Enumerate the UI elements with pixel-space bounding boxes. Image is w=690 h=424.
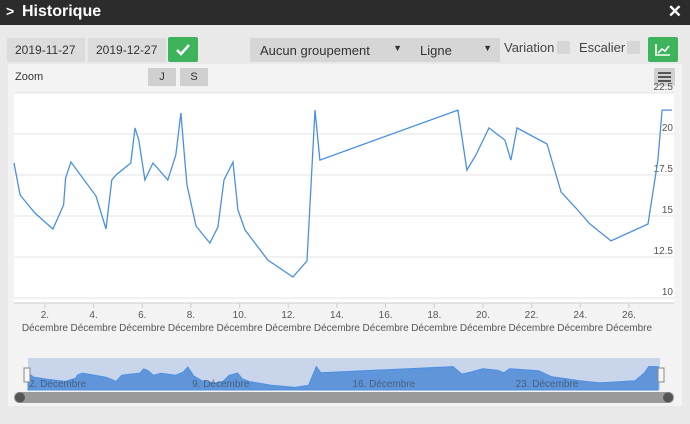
scroll-left[interactable]: [15, 392, 25, 403]
x-tick-label: 20.: [476, 310, 490, 321]
x-tick-sublabel: Décembre: [509, 323, 556, 334]
y-tick-label: 20: [662, 123, 674, 134]
collapse-icon[interactable]: >: [6, 3, 15, 19]
header: > Historique ✕: [0, 0, 690, 25]
y-tick-label: 15: [662, 205, 674, 216]
header-title: Historique: [22, 3, 102, 20]
plot-area: [14, 93, 674, 303]
x-tick-sublabel: Décembre: [606, 323, 653, 334]
style-value: Ligne: [420, 43, 452, 58]
y-tick-label: 10: [662, 287, 674, 298]
zoom-day-button[interactable]: [148, 68, 176, 86]
x-tick-label: 18.: [427, 310, 441, 321]
close-button[interactable]: ✕: [667, 2, 682, 21]
data-line: [13, 109, 673, 278]
scrollbar[interactable]: [14, 392, 674, 403]
grouping-value: Aucun groupement: [260, 43, 370, 58]
variation-checkbox[interactable]: [557, 41, 570, 54]
chart: Zoom J S 10 12.5 15 17.5 20 22.5 2. Décembre 4. D…: [8, 64, 682, 406]
navigator-tick-label: 16. Décembre: [352, 379, 415, 390]
x-tick-label: 4.: [89, 310, 97, 321]
y-tick-label: 12.5: [654, 246, 674, 257]
x-tick-sublabel: Décembre: [411, 323, 458, 334]
x-tick-sublabel: Décembre: [314, 323, 361, 334]
x-tick-label: 12.: [281, 310, 295, 321]
x-tick-sublabel: Décembre: [119, 323, 166, 334]
style-select[interactable]: Ligne ▼: [410, 38, 500, 62]
zoom-label: Zoom: [15, 71, 43, 83]
y-tick-label: 17.5: [654, 164, 674, 175]
check-icon: [176, 44, 190, 56]
x-tick-sublabel: Décembre: [217, 323, 264, 334]
x-tick-sublabel: Décembre: [22, 323, 69, 334]
x-tick-sublabel: Décembre: [557, 323, 604, 334]
x-tick-label: 2.: [41, 310, 49, 321]
navigator-handle-left[interactable]: [23, 367, 31, 383]
scroll-right[interactable]: [663, 392, 673, 403]
zoom-week-button[interactable]: [180, 68, 208, 86]
x-tick-label: 10.: [233, 310, 247, 321]
chart-icon: [655, 44, 670, 56]
x-tick-label: 8.: [187, 310, 195, 321]
end-date[interactable]: 2019-12-27: [88, 38, 166, 62]
navigator-tick-label: 23. Décembre: [516, 379, 579, 390]
variation-label: Variation: [504, 40, 555, 55]
x-tick-sublabel: Décembre: [71, 323, 118, 334]
apply-button[interactable]: [168, 37, 198, 62]
y-tick-label: 22.5: [654, 82, 674, 93]
x-tick-label: 24.: [573, 310, 587, 321]
navigator-area: [27, 365, 659, 391]
staircase-label: Escalier: [579, 40, 626, 55]
x-tick-label: 14.: [330, 310, 344, 321]
x-tick-label: 16.: [379, 310, 393, 321]
staircase-checkbox[interactable]: [627, 41, 640, 54]
menu-icon: [658, 72, 671, 82]
navigator-tick-label: 9. Décembre: [192, 379, 250, 390]
navigator-tick-label: 2. Décembre: [29, 379, 87, 390]
zoom-week-label: S: [190, 71, 197, 83]
x-tick-sublabel: Décembre: [168, 323, 215, 334]
x-tick-label: 6.: [138, 310, 146, 321]
navigator-handle-right[interactable]: [657, 367, 665, 383]
x-tick-label: 26.: [622, 310, 636, 321]
grouping-select[interactable]: Aucun groupement ▼: [250, 38, 410, 62]
chart-button[interactable]: [648, 37, 678, 62]
x-tick-sublabel: Décembre: [265, 323, 312, 334]
x-tick-sublabel: Décembre: [363, 323, 410, 334]
start-date[interactable]: 2019-11-27: [7, 38, 85, 62]
zoom-day-label: J: [159, 71, 165, 83]
x-tick-sublabel: Décembre: [460, 323, 507, 334]
x-tick-label: 22.: [525, 310, 539, 321]
